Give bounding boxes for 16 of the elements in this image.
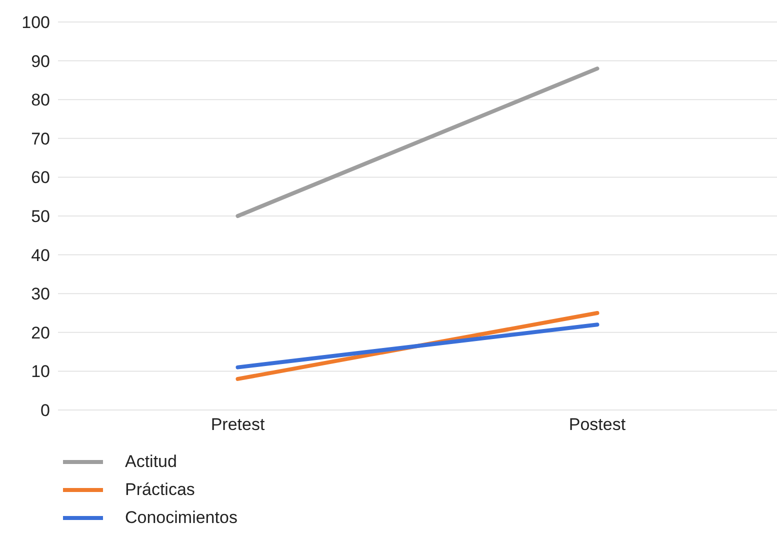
y-tick-label: 80 <box>31 90 50 110</box>
y-tick-label: 0 <box>40 401 50 420</box>
y-tick-label: 40 <box>31 246 50 265</box>
y-tick-label: 70 <box>31 129 50 148</box>
legend-label: Conocimientos <box>125 508 238 528</box>
y-tick-label: 100 <box>22 13 50 32</box>
x-tick-label: Postest <box>568 415 626 434</box>
legend-label: Actitud <box>125 452 177 472</box>
y-tick-label: 30 <box>31 284 50 304</box>
legend-label: Prácticas <box>125 480 195 500</box>
y-tick-label: 90 <box>31 52 50 71</box>
y-tick-label: 20 <box>31 323 50 342</box>
y-tick-label: 10 <box>31 362 50 382</box>
x-tick-label: Pretest <box>210 415 265 434</box>
y-tick-label: 50 <box>31 207 50 226</box>
y-tick-label: 60 <box>31 168 50 188</box>
